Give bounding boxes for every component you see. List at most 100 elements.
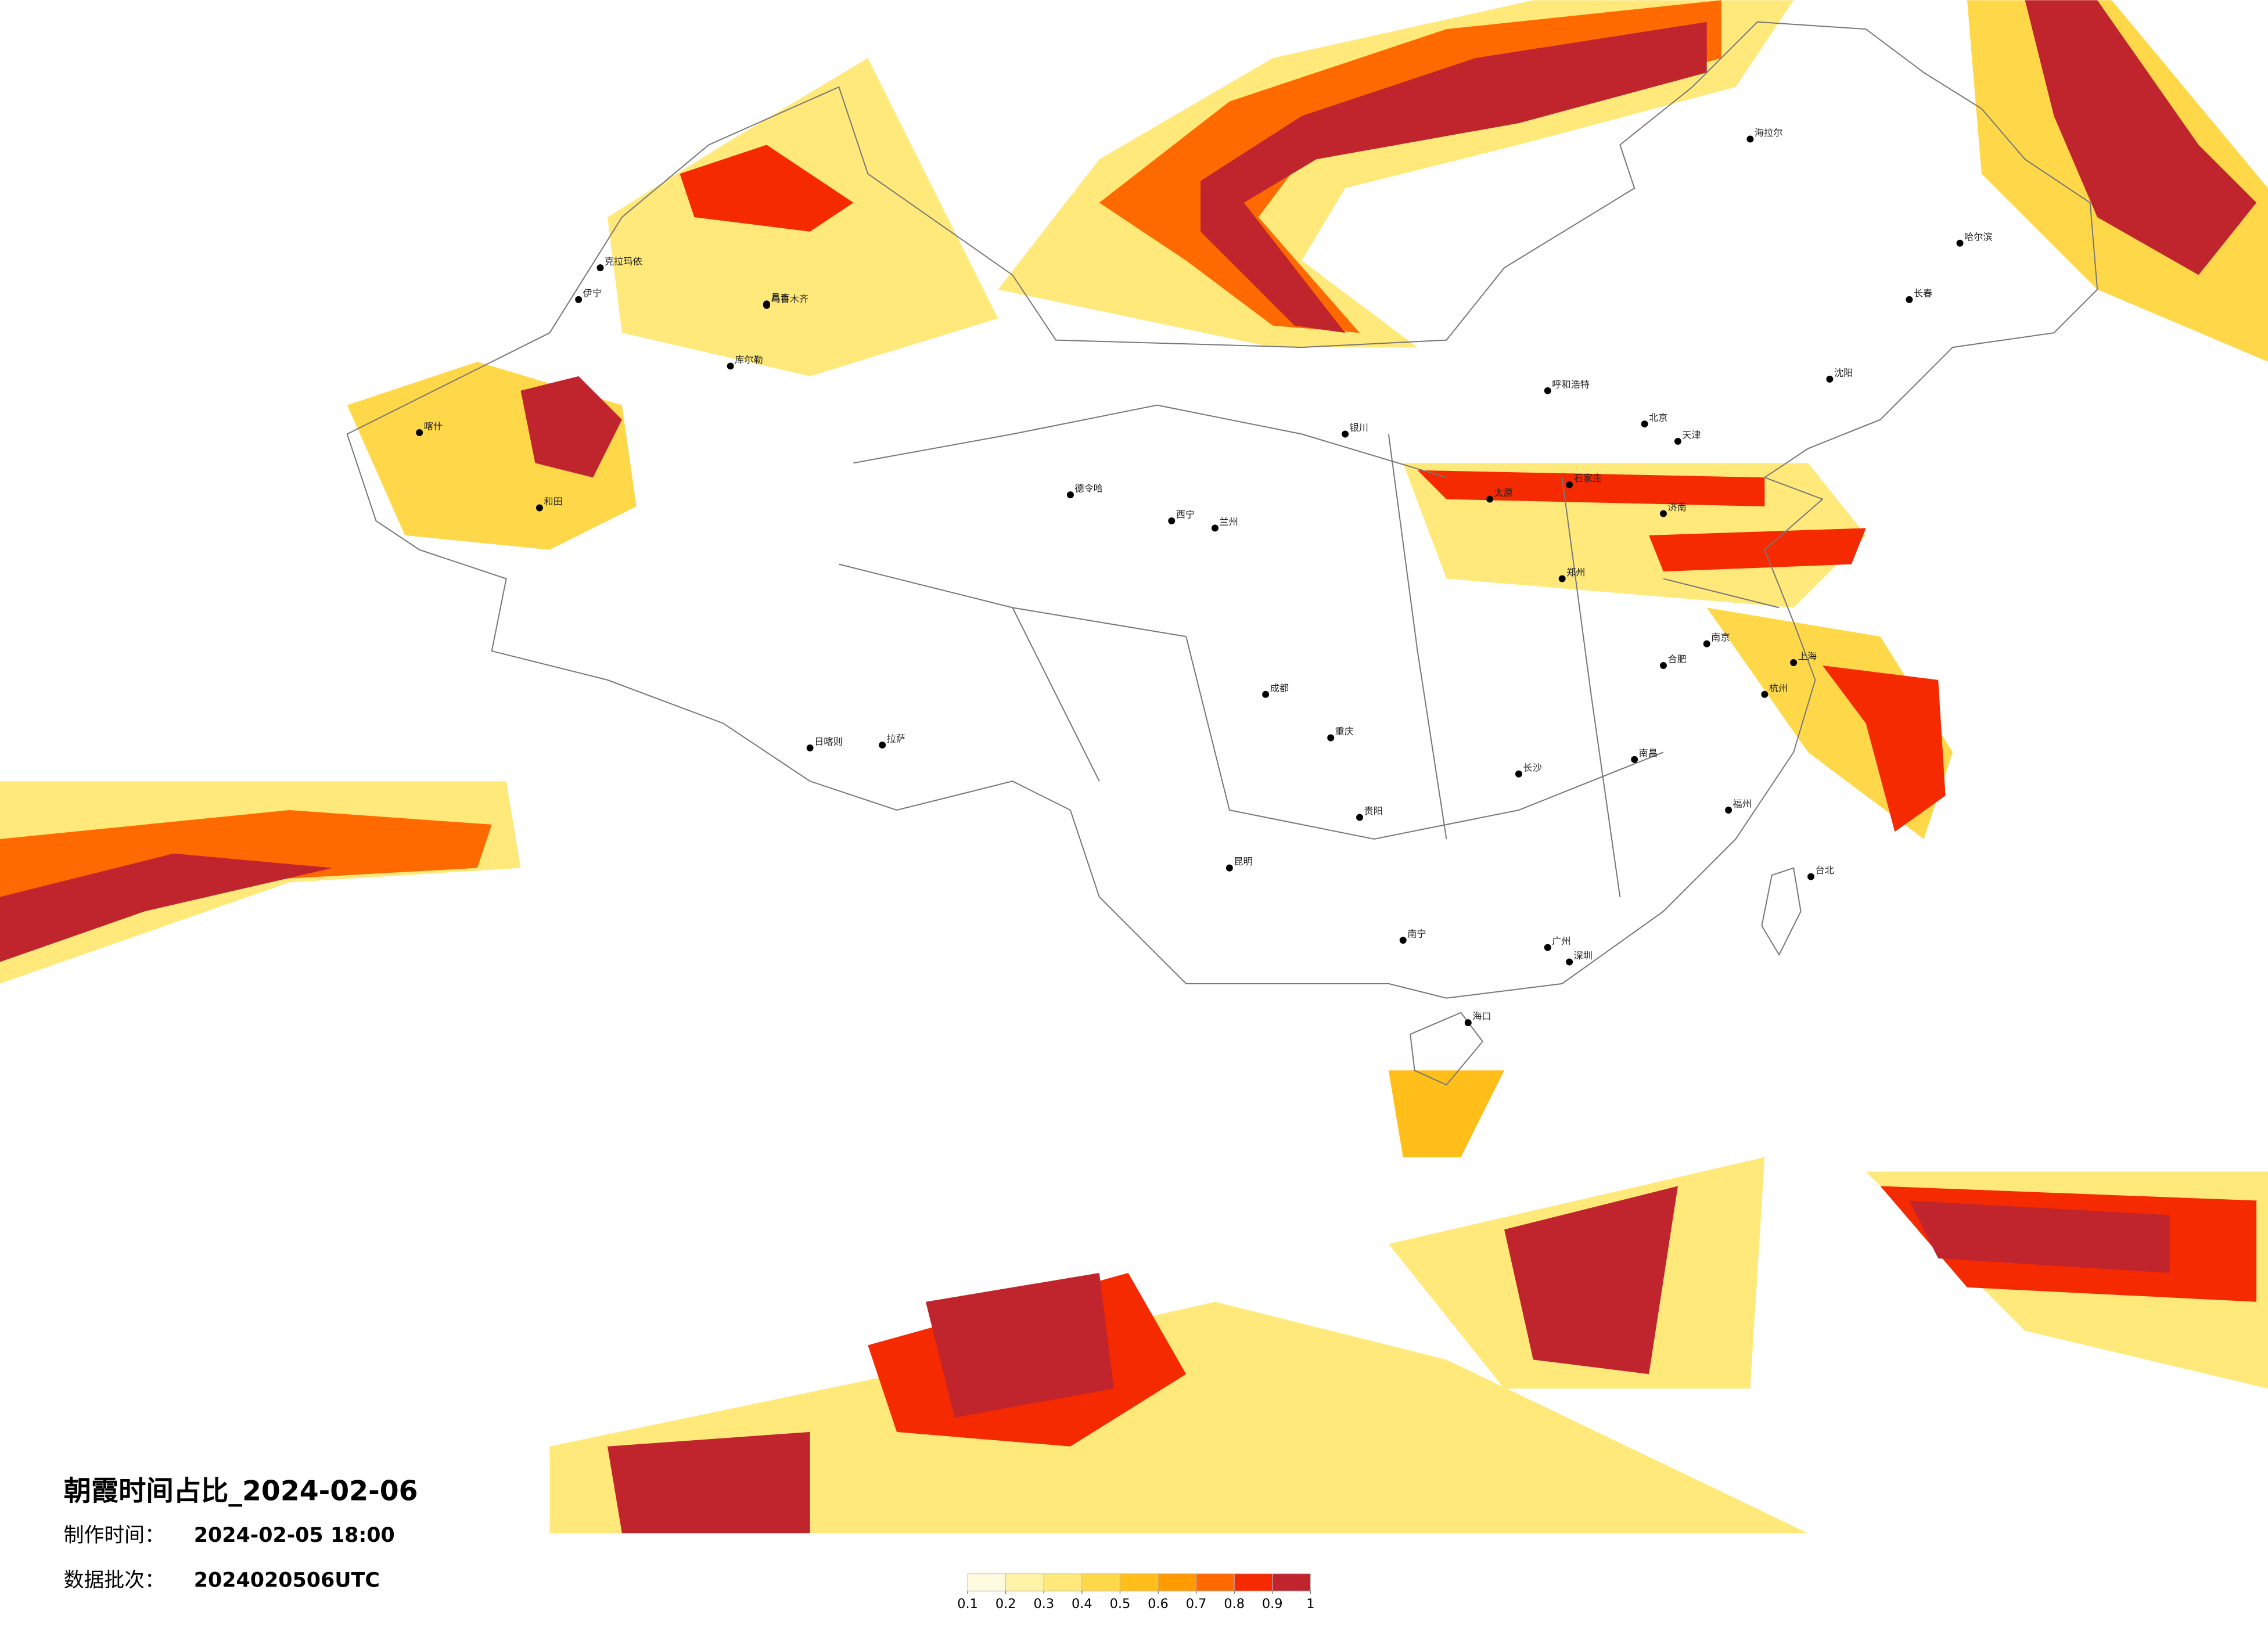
city-label: 长春 (1914, 287, 1932, 298)
cloud-patch (1201, 21, 1707, 333)
taiwan (1761, 867, 1802, 956)
city-dot (1225, 864, 1233, 872)
city-label: 广州 (1552, 936, 1570, 947)
city-label: 深圳 (1574, 950, 1593, 961)
colorbar-swatch (1043, 1573, 1083, 1592)
city-dot (1486, 495, 1494, 503)
city-label: 昌吉 (771, 292, 789, 303)
city-dot (1399, 937, 1407, 944)
city-label: 库尔勒 (735, 354, 763, 365)
city-dot (1761, 690, 1769, 698)
city-label: 台北 (1815, 865, 1834, 876)
city-dot (1168, 517, 1176, 524)
city-dot (1544, 387, 1551, 394)
city-label: 克拉玛依 (605, 256, 642, 267)
cloud-patch (0, 853, 333, 962)
colorbar-swatch (1119, 1573, 1159, 1592)
city-dot (535, 504, 543, 512)
city-label: 乌鲁木齐 (771, 293, 808, 304)
city-label: 太原 (1494, 487, 1513, 498)
city-dot (1211, 524, 1219, 532)
batch-value: 2024020506UTC (194, 1569, 380, 1592)
city-label: 石家庄 (1574, 473, 1602, 484)
city-dot (1515, 770, 1522, 778)
city-dot (416, 429, 423, 436)
cloud-patch (925, 1272, 1114, 1418)
colorbar-tick-label: 0.4 (1072, 1596, 1092, 1611)
city-dot (596, 264, 604, 272)
cloud-patch (680, 145, 854, 232)
city-label: 上海 (1798, 651, 1817, 662)
china-outline (346, 21, 2098, 999)
city-dot (1327, 734, 1335, 742)
city-label: 贵阳 (1364, 805, 1382, 816)
colorbar-swatch (1234, 1573, 1273, 1592)
city-label: 哈尔滨 (1964, 231, 1993, 242)
city-label: 海拉尔 (1755, 127, 1783, 138)
hainan (1410, 1012, 1483, 1086)
city-dot (1956, 239, 1964, 247)
colorbar-tick-label: 1 (1306, 1596, 1314, 1611)
city-dot (1342, 430, 1349, 438)
city-label: 和田 (544, 496, 562, 507)
city-label: 昆明 (1234, 856, 1252, 867)
boundaries (346, 21, 2098, 1086)
city-label: 伊宁 (583, 287, 602, 298)
city-label: 南京 (1711, 632, 1730, 643)
city-label: 呼和浩特 (1552, 379, 1590, 390)
city-dot (1464, 1019, 1472, 1027)
colorbar-tick-label: 0.3 (1033, 1596, 1054, 1611)
city-label: 合肥 (1667, 654, 1686, 665)
map-title: 朝霞时间占比_2024-02-06 (64, 1476, 418, 1508)
city-dot (1790, 659, 1798, 666)
colorbar-tick-label: 0.1 (957, 1596, 978, 1611)
colorbar-swatch (1272, 1573, 1311, 1592)
city-label: 长沙 (1523, 762, 1541, 773)
city-dot (727, 362, 734, 370)
city-label: 沈阳 (1834, 367, 1853, 378)
city-label: 郑州 (1566, 567, 1585, 578)
colorbar: 0.1 0.2 0.3 0.4 0.5 0.6 0.7 0.8 0.9 1 (957, 1573, 1314, 1611)
city-label: 成都 (1270, 682, 1289, 693)
city-label: 日喀则 (814, 736, 843, 747)
city-dot (1558, 575, 1566, 582)
colorbar-tick-label: 0.8 (1224, 1596, 1245, 1611)
colorbar-swatch (1196, 1573, 1235, 1592)
city-dot (1066, 491, 1074, 499)
cloud-patch (2025, 0, 2257, 275)
city-dot (575, 296, 583, 303)
colorbar-tick-label: 0.6 (1148, 1596, 1169, 1611)
made-label: 制作时间： (64, 1524, 165, 1547)
colorbar-swatch (967, 1573, 1007, 1592)
city-label: 南昌 (1639, 747, 1658, 758)
city-dot (1566, 958, 1573, 966)
city-dot (879, 741, 886, 749)
cloud-patch (520, 376, 622, 478)
city-label: 喀什 (424, 421, 443, 432)
colorbar-swatch (1158, 1573, 1197, 1592)
city-label: 天津 (1682, 429, 1701, 440)
city-label: 银川 (1350, 422, 1368, 433)
cloud-patch (1649, 528, 1866, 572)
cloud-layer (0, 0, 2268, 1534)
cloud-patch (1909, 1200, 2170, 1273)
city-label: 西宁 (1176, 509, 1195, 520)
colorbar-tick-label: 0.7 (1186, 1596, 1207, 1611)
city-label: 海口 (1472, 1011, 1491, 1022)
city-dot (1725, 807, 1733, 814)
city-dot (1826, 375, 1834, 383)
city-label: 福州 (1733, 798, 1752, 810)
cloud-patch (1388, 1070, 1505, 1157)
city-label: 拉萨 (887, 733, 905, 744)
city-label: 南宁 (1407, 929, 1426, 940)
city-dot (1746, 135, 1754, 143)
colorbar-tick-label: 0.2 (995, 1596, 1016, 1611)
city-dot (1544, 944, 1551, 951)
city-label: 重庆 (1335, 726, 1354, 737)
cloud-patch (1822, 665, 1946, 832)
made-value: 2024-02-05 18:00 (194, 1524, 395, 1547)
city-dot (1703, 640, 1710, 647)
cloud-patch (607, 1431, 810, 1534)
